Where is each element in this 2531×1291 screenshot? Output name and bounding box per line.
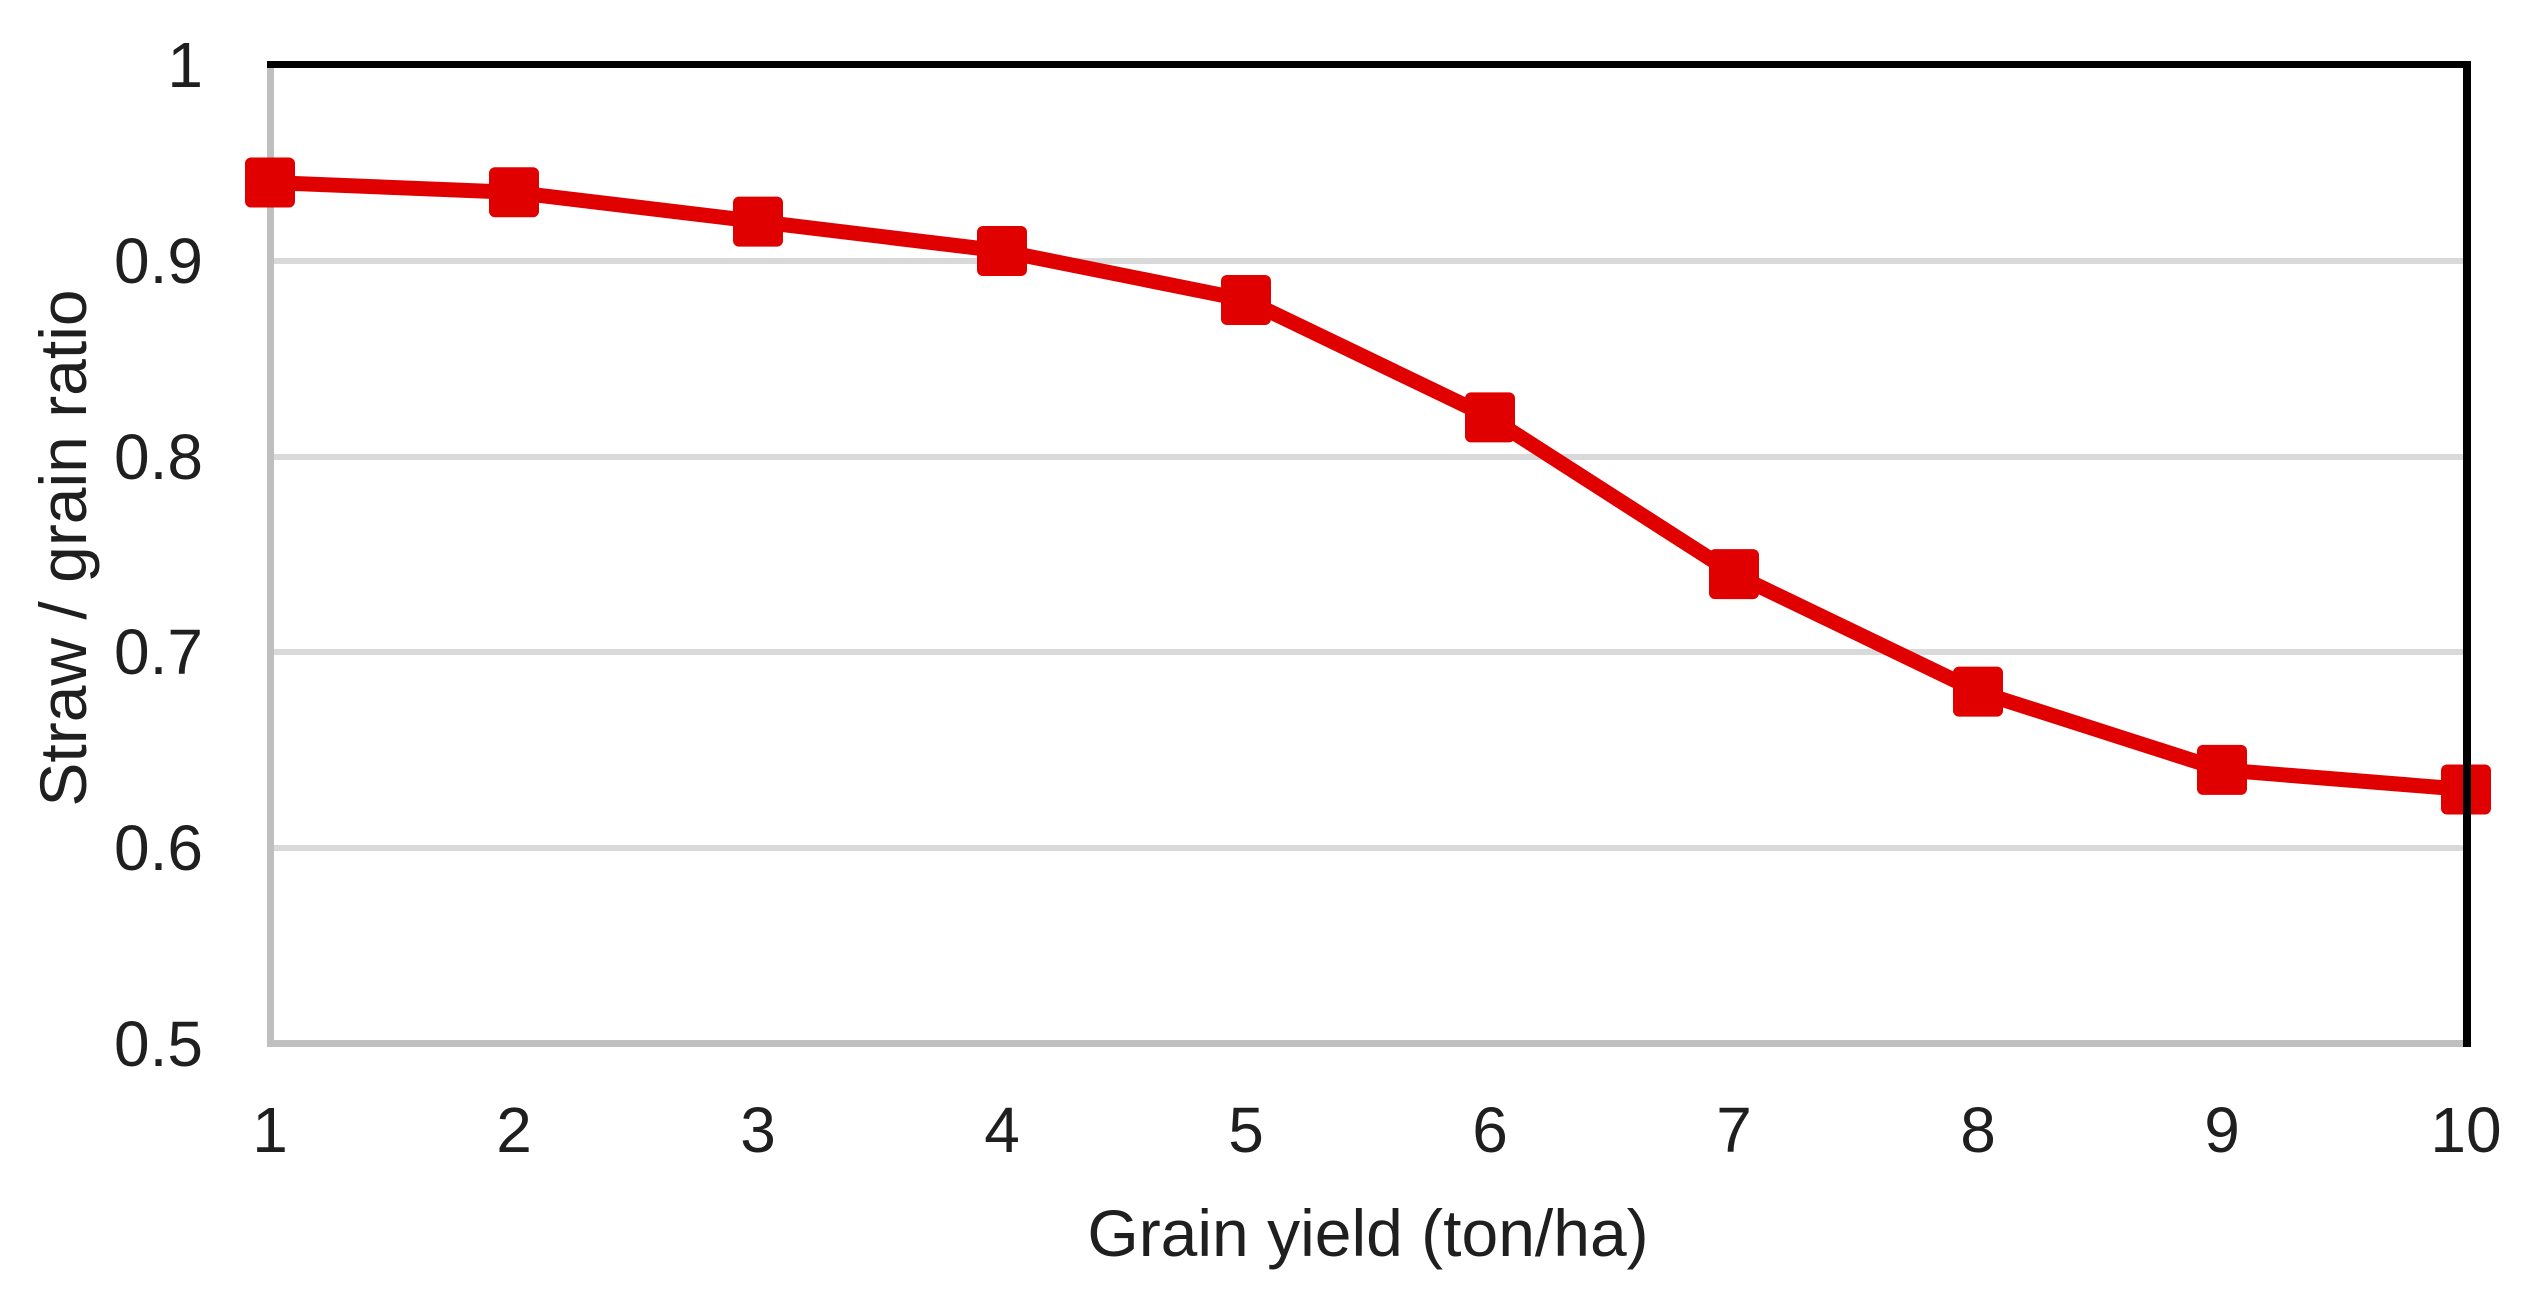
y-tick-label: 0.6 (114, 812, 203, 885)
data-point-marker (1221, 275, 1271, 325)
x-tick-label: 9 (2204, 1094, 2240, 1166)
x-tick-label: 4 (984, 1094, 1020, 1166)
x-axis-line (267, 1040, 2471, 1047)
data-point-marker (2197, 744, 2247, 795)
plot-border-right (2463, 61, 2471, 1047)
gridline (270, 845, 2466, 852)
x-tick-label: 7 (1716, 1094, 1752, 1166)
data-point-marker (1953, 666, 2003, 717)
data-point-marker (1709, 549, 1759, 600)
x-tick-label: 3 (740, 1094, 776, 1166)
y-tick-label: 0.5 (114, 1008, 203, 1080)
y-tick-label: 1 (167, 29, 203, 101)
x-tick-label: 5 (1228, 1094, 1264, 1166)
data-series-layer (245, 157, 2491, 815)
x-tick-label: 2 (496, 1094, 532, 1166)
y-axis-title: Straw / grain ratio (26, 289, 100, 807)
data-point-marker (245, 157, 295, 208)
x-tick-label: 1 (252, 1094, 288, 1166)
y-tick-label: 0.9 (114, 224, 203, 297)
y-axis-line (267, 62, 274, 1047)
data-point-marker (733, 196, 783, 247)
x-tick-label: 6 (1472, 1094, 1508, 1166)
gridline (270, 257, 2466, 264)
series-line (269, 175, 2467, 797)
y-tick-label: 0.8 (114, 420, 203, 493)
x-axis-title: Grain yield (ton/ha) (1087, 1196, 1649, 1270)
data-point-marker (977, 226, 1027, 276)
y-tick-label: 0.7 (114, 616, 203, 689)
gridline (270, 453, 2466, 460)
data-point-marker (489, 167, 539, 218)
data-point-marker (1465, 392, 1515, 443)
x-tick-label: 10 (2430, 1094, 2502, 1166)
gridline (270, 649, 2466, 656)
plot-border-top (267, 61, 2471, 68)
x-tick-label: 8 (1960, 1094, 1996, 1166)
